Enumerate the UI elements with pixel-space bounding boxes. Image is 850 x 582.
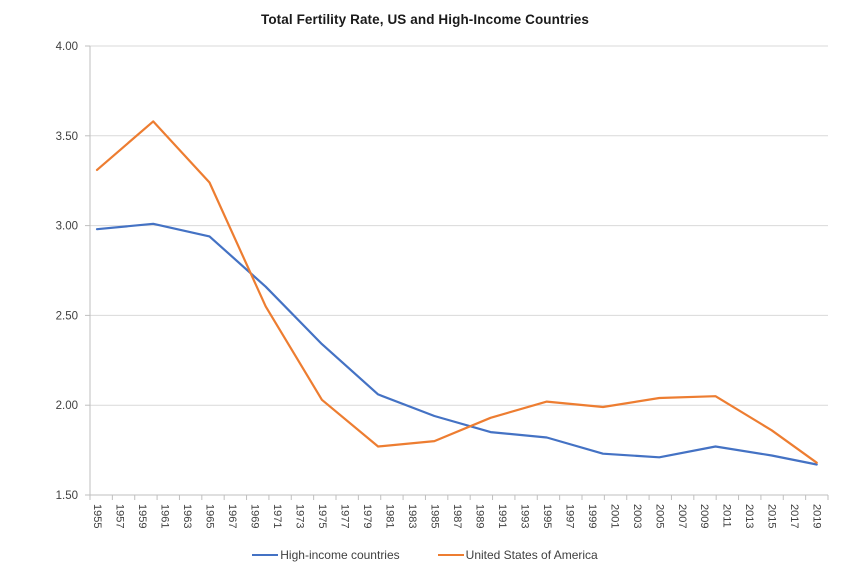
chart-title: Total Fertility Rate, US and High-Income… bbox=[260, 12, 590, 27]
x-axis-label: 1967 bbox=[226, 504, 238, 528]
x-axis-label: 1959 bbox=[136, 504, 148, 528]
x-axis-label: 2003 bbox=[631, 504, 643, 528]
y-axis-label: 2.00 bbox=[56, 400, 78, 412]
x-axis-label: 1955 bbox=[91, 504, 103, 528]
x-axis-label: 1961 bbox=[158, 504, 170, 528]
x-axis-label: 1973 bbox=[293, 504, 305, 528]
legend-label-united-states: United States of America bbox=[465, 548, 598, 562]
x-axis-label: 2007 bbox=[676, 504, 688, 528]
x-axis-label: 2019 bbox=[811, 504, 823, 528]
chart-legend: High-income countries United States of A… bbox=[0, 545, 850, 565]
y-axis-label: 3.00 bbox=[56, 221, 78, 233]
line-chart-plot: 1.50 2.00 2.50 3.00 3.50 4.00 1955 1957 1959 1961… bbox=[56, 41, 829, 528]
legend-line-swatch-united-states bbox=[437, 553, 464, 557]
x-axis-label: 1999 bbox=[586, 504, 598, 528]
x-axis-label: 1975 bbox=[316, 504, 328, 528]
x-axis-label: 2013 bbox=[743, 504, 755, 528]
x-axis-label: 2009 bbox=[698, 504, 710, 528]
x-axis-label: 1977 bbox=[338, 504, 350, 528]
legend-item-united-states: United States of America bbox=[437, 548, 598, 562]
x-axis-label: 1957 bbox=[113, 504, 125, 528]
x-axis-label: 2011 bbox=[721, 504, 733, 528]
y-axis-label: 2.50 bbox=[56, 310, 78, 322]
y-axis-label: 3.50 bbox=[56, 131, 78, 143]
y-axis-label: 4.00 bbox=[56, 41, 78, 53]
legend-label-high-income: High-income countries bbox=[280, 548, 400, 562]
x-axis-label: 1987 bbox=[451, 504, 463, 528]
legend-line-swatch-high-income bbox=[252, 553, 279, 557]
x-axis-label: 1965 bbox=[203, 504, 215, 528]
y-axis-label: 1.50 bbox=[56, 490, 78, 502]
x-axis-label: 1997 bbox=[563, 504, 575, 528]
x-axis-label: 2005 bbox=[653, 504, 665, 528]
x-axis-label: 2001 bbox=[608, 504, 620, 528]
series-line-united-states bbox=[95, 120, 818, 464]
x-axis-label: 1985 bbox=[428, 504, 440, 528]
x-axis-label: 1989 bbox=[473, 504, 485, 528]
x-axis-label: 1993 bbox=[518, 504, 530, 528]
x-axis-label: 1983 bbox=[406, 504, 418, 528]
x-axis-label: 1981 bbox=[383, 504, 395, 528]
x-axis-label: 1991 bbox=[496, 504, 508, 528]
x-axis-label: 1971 bbox=[271, 504, 283, 528]
x-axis-label: 1963 bbox=[181, 504, 193, 528]
series-line-high-income bbox=[95, 222, 818, 466]
x-axis-label: 1979 bbox=[361, 504, 373, 528]
x-axis-label: 1969 bbox=[248, 504, 260, 528]
x-axis-label: 2015 bbox=[766, 504, 778, 528]
x-axis-label: 1995 bbox=[541, 504, 553, 528]
legend-item-high-income: High-income countries bbox=[252, 548, 400, 562]
x-axis-label: 2017 bbox=[788, 504, 800, 528]
